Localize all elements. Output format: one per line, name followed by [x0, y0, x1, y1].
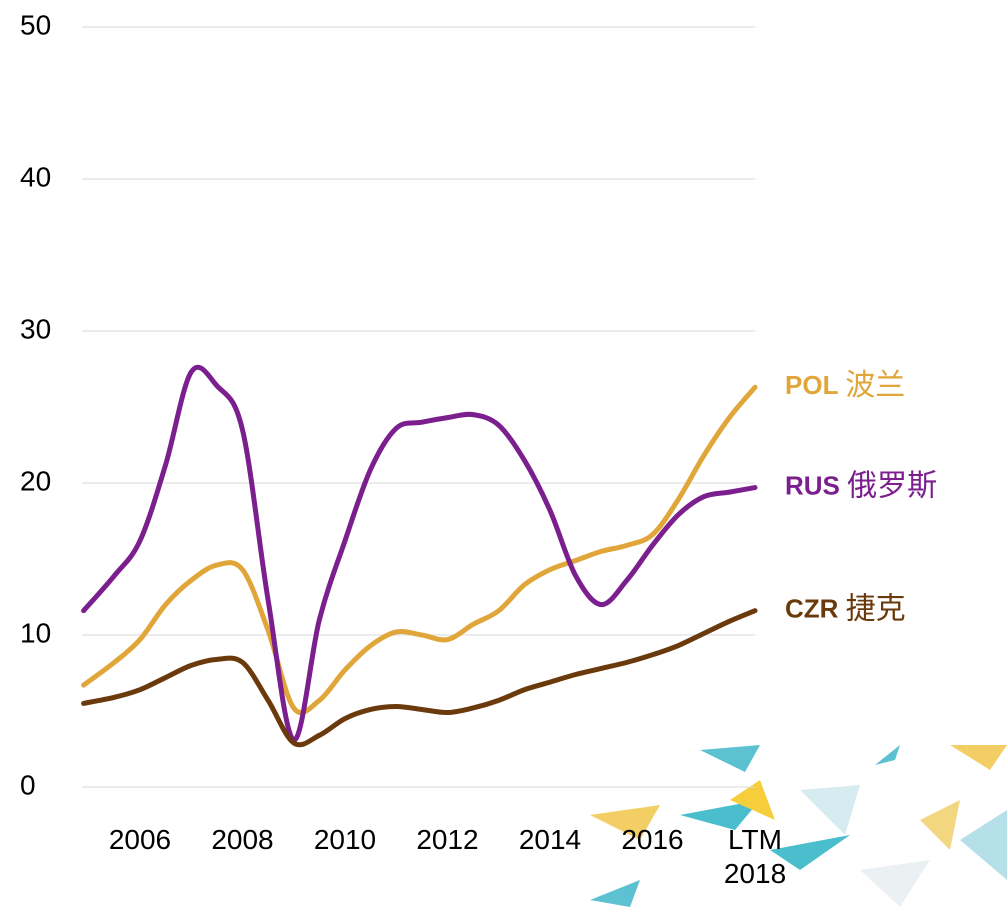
series-line — [84, 611, 755, 745]
x-tick-label: 2012 — [416, 823, 478, 857]
y-tick-label: 0 — [20, 769, 36, 800]
y-tick-label: 20 — [20, 465, 51, 496]
series-line — [84, 387, 755, 712]
y-tick-label: 50 — [20, 9, 51, 40]
y-tick-label: 40 — [20, 161, 51, 192]
y-tick-label: 10 — [20, 617, 51, 648]
series-label: CZR 捷克 — [785, 593, 906, 626]
chart-svg: 0 10 20 30 40 50 POL 波兰 RUS 俄罗斯 CZR 捷克 — [0, 0, 1007, 907]
series-label: POL 波兰 — [785, 369, 905, 402]
x-tick-label: LTM 2018 — [724, 823, 786, 891]
y-tick-label: 30 — [20, 313, 51, 344]
x-tick-label: 2014 — [519, 823, 581, 857]
x-tick-label: 2016 — [621, 823, 683, 857]
series-line — [84, 367, 755, 740]
x-tick-label: 2010 — [314, 823, 376, 857]
x-tick-label: 2006 — [109, 823, 171, 857]
chart: 0 10 20 30 40 50 POL 波兰 RUS 俄罗斯 CZR 捷克 2006 2008 2… — [0, 0, 1007, 907]
series-label: RUS 俄罗斯 — [785, 469, 937, 502]
x-tick-label: 2008 — [211, 823, 273, 857]
